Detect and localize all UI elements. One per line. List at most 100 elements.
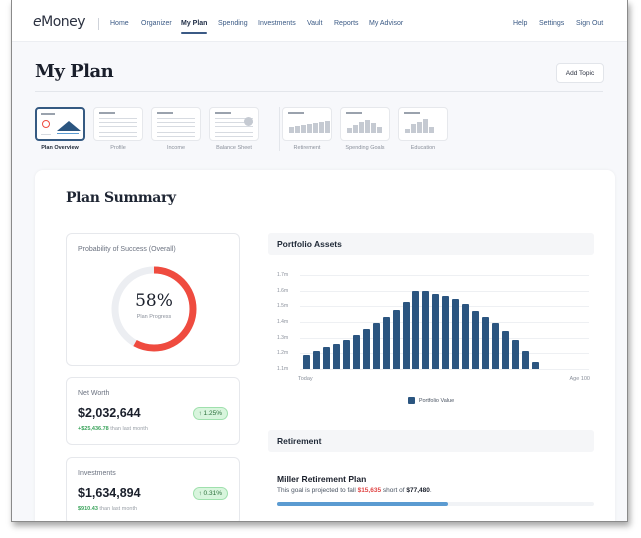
title-divider — [35, 91, 603, 92]
portfolio-bar[interactable] — [432, 293, 440, 369]
net-worth-change-badge: ↑ 1.25% — [192, 407, 228, 420]
portfolio-bar[interactable] — [502, 330, 509, 369]
probability-of-success-card[interactable]: Probability of Success (Overall) 58% Pla… — [66, 233, 240, 366]
gridline — [300, 369, 589, 370]
topic-education[interactable]: Education — [398, 107, 448, 151]
app-window: eMoney Home Organizer My Plan Spending Inves… — [11, 0, 628, 522]
shortfall-amount: $15,635 — [357, 487, 382, 494]
nav-spending[interactable]: Spending — [218, 20, 248, 27]
nav-investments[interactable]: Investments — [258, 20, 296, 27]
portfolio-bar[interactable] — [472, 311, 480, 369]
plan-progress-percent: 58% — [135, 291, 173, 311]
plan-summary-card: Plan Summary Probability of Success (Ove… — [35, 170, 615, 521]
portfolio-bar[interactable] — [482, 317, 490, 369]
portfolio-bar[interactable] — [332, 343, 340, 369]
portfolio-bar[interactable] — [312, 350, 320, 369]
page-title: My Plan — [35, 61, 114, 82]
topic-income[interactable]: Income — [151, 107, 201, 151]
portfolio-bar[interactable] — [521, 350, 529, 369]
net-worth-change-text: +$25,436.78 than last month — [78, 426, 148, 432]
topic-thumbnail-icon — [151, 107, 201, 141]
topic-thumbnail-icon — [93, 107, 143, 141]
portfolio-assets-title: Portfolio Assets — [277, 239, 342, 249]
nav-home[interactable]: Home — [110, 20, 129, 27]
portfolio-bar[interactable] — [372, 322, 380, 369]
topic-thumbnail-icon — [398, 107, 448, 141]
portfolio-bar[interactable] — [382, 317, 390, 369]
portfolio-bar[interactable] — [442, 296, 450, 369]
net-worth-card[interactable]: Net Worth $2,032,644 ↑ 1.25% +$25,436.78… — [66, 377, 240, 445]
portfolio-bar[interactable] — [392, 310, 400, 369]
portfolio-bar[interactable] — [412, 290, 420, 369]
plan-progress-label: Plan Progress — [136, 314, 172, 320]
investments-change-text: $910.43 than last month — [78, 506, 138, 512]
nav-my-advisor[interactable]: My Advisor — [369, 20, 404, 27]
topic-retirement[interactable]: Retirement — [282, 107, 332, 151]
net-worth-label: Net Worth — [78, 390, 110, 397]
portfolio-bar[interactable] — [531, 361, 539, 369]
chart-legend[interactable]: Portfolio Value — [268, 397, 594, 404]
topic-divider — [279, 107, 280, 151]
topic-thumbnail-icon — [340, 107, 390, 141]
portfolio-bar[interactable] — [303, 354, 310, 369]
target-amount: $77,480 — [406, 487, 430, 494]
y-tick-label: 1.4m — [277, 319, 289, 325]
x-tick-label-end: Age 100 — [569, 376, 591, 382]
portfolio-bar[interactable] — [342, 340, 350, 369]
investments-label: Investments — [78, 470, 116, 477]
logo-divider — [98, 18, 99, 30]
topic-label: Income — [166, 145, 186, 151]
portfolio-bar[interactable] — [492, 322, 500, 369]
y-tick-label: 1.5m — [277, 303, 289, 310]
investments-card[interactable]: Investments $1,634,894 ↑ 0.31% $910.43 t… — [66, 457, 240, 521]
y-tick-label: 1.2m — [277, 350, 289, 357]
topic-spending-goals[interactable]: Spending Goals — [340, 107, 390, 151]
retirement-plan-description: This goal is projected to fall $15,635 s… — [277, 487, 432, 494]
nav-sign-out[interactable]: Sign Out — [576, 20, 604, 27]
nav-my-plan[interactable]: My Plan — [181, 20, 208, 34]
emoney-logo[interactable]: eMoney — [33, 14, 86, 30]
topic-balance-sheet[interactable]: Balance Sheet — [209, 107, 259, 151]
top-navigation: eMoney Home Organizer My Plan Spending Inves… — [12, 0, 627, 42]
retirement-progress-fill — [277, 502, 449, 506]
portfolio-bar[interactable] — [452, 299, 460, 369]
retirement-header: Retirement — [268, 430, 594, 452]
investments-value: $1,634,894 — [78, 486, 141, 500]
topic-label: Balance Sheet — [216, 145, 252, 151]
nav-reports[interactable]: Reports — [334, 20, 359, 27]
y-tick-label: 1.1m — [277, 366, 289, 372]
topic-label: Education — [410, 145, 436, 151]
portfolio-bar[interactable] — [352, 335, 360, 369]
portfolio-assets-chart: Portfolio Value 1.1m 1.2m 1.3m 1.4m 1.5m 1.6m… — [268, 270, 594, 404]
add-topic-button[interactable]: Add Topic — [556, 63, 604, 83]
portfolio-bar[interactable] — [322, 347, 330, 369]
portfolio-bar[interactable] — [511, 340, 519, 369]
topic-label: Retirement — [293, 145, 321, 151]
retirement-progress-bar — [277, 502, 594, 506]
topic-thumbnail-icon — [282, 107, 332, 141]
portfolio-bar[interactable] — [362, 329, 370, 369]
topic-plan-overview[interactable]: Plan Overview — [35, 107, 85, 151]
legend-swatch-icon — [407, 397, 415, 404]
probability-label: Probability of Success (Overall) — [78, 246, 176, 253]
portfolio-bar[interactable] — [462, 303, 470, 369]
x-tick-label-start: Today — [298, 376, 313, 382]
nav-organizer[interactable]: Organizer — [141, 20, 172, 27]
retirement-title: Retirement — [277, 436, 322, 446]
topic-profile[interactable]: Profile — [93, 107, 143, 151]
gridline — [300, 275, 589, 276]
topic-label: Spending Goals — [345, 145, 385, 151]
portfolio-bar[interactable] — [422, 291, 430, 369]
nav-vault[interactable]: Vault — [307, 20, 323, 27]
investments-change-badge: ↑ 0.31% — [192, 487, 228, 500]
retirement-plan-name[interactable]: Miller Retirement Plan — [277, 474, 367, 484]
nav-help[interactable]: Help — [513, 20, 528, 27]
donut-chart-icon — [111, 266, 197, 352]
plan-summary-title: Plan Summary — [66, 190, 176, 206]
topic-label: Plan Overview — [41, 145, 79, 151]
topic-thumbnail-icon — [35, 107, 85, 141]
nav-settings[interactable]: Settings — [539, 20, 565, 27]
plan-progress-donut: 58% Plan Progress — [109, 264, 199, 354]
portfolio-bar[interactable] — [402, 301, 410, 369]
gridline — [300, 290, 589, 292]
